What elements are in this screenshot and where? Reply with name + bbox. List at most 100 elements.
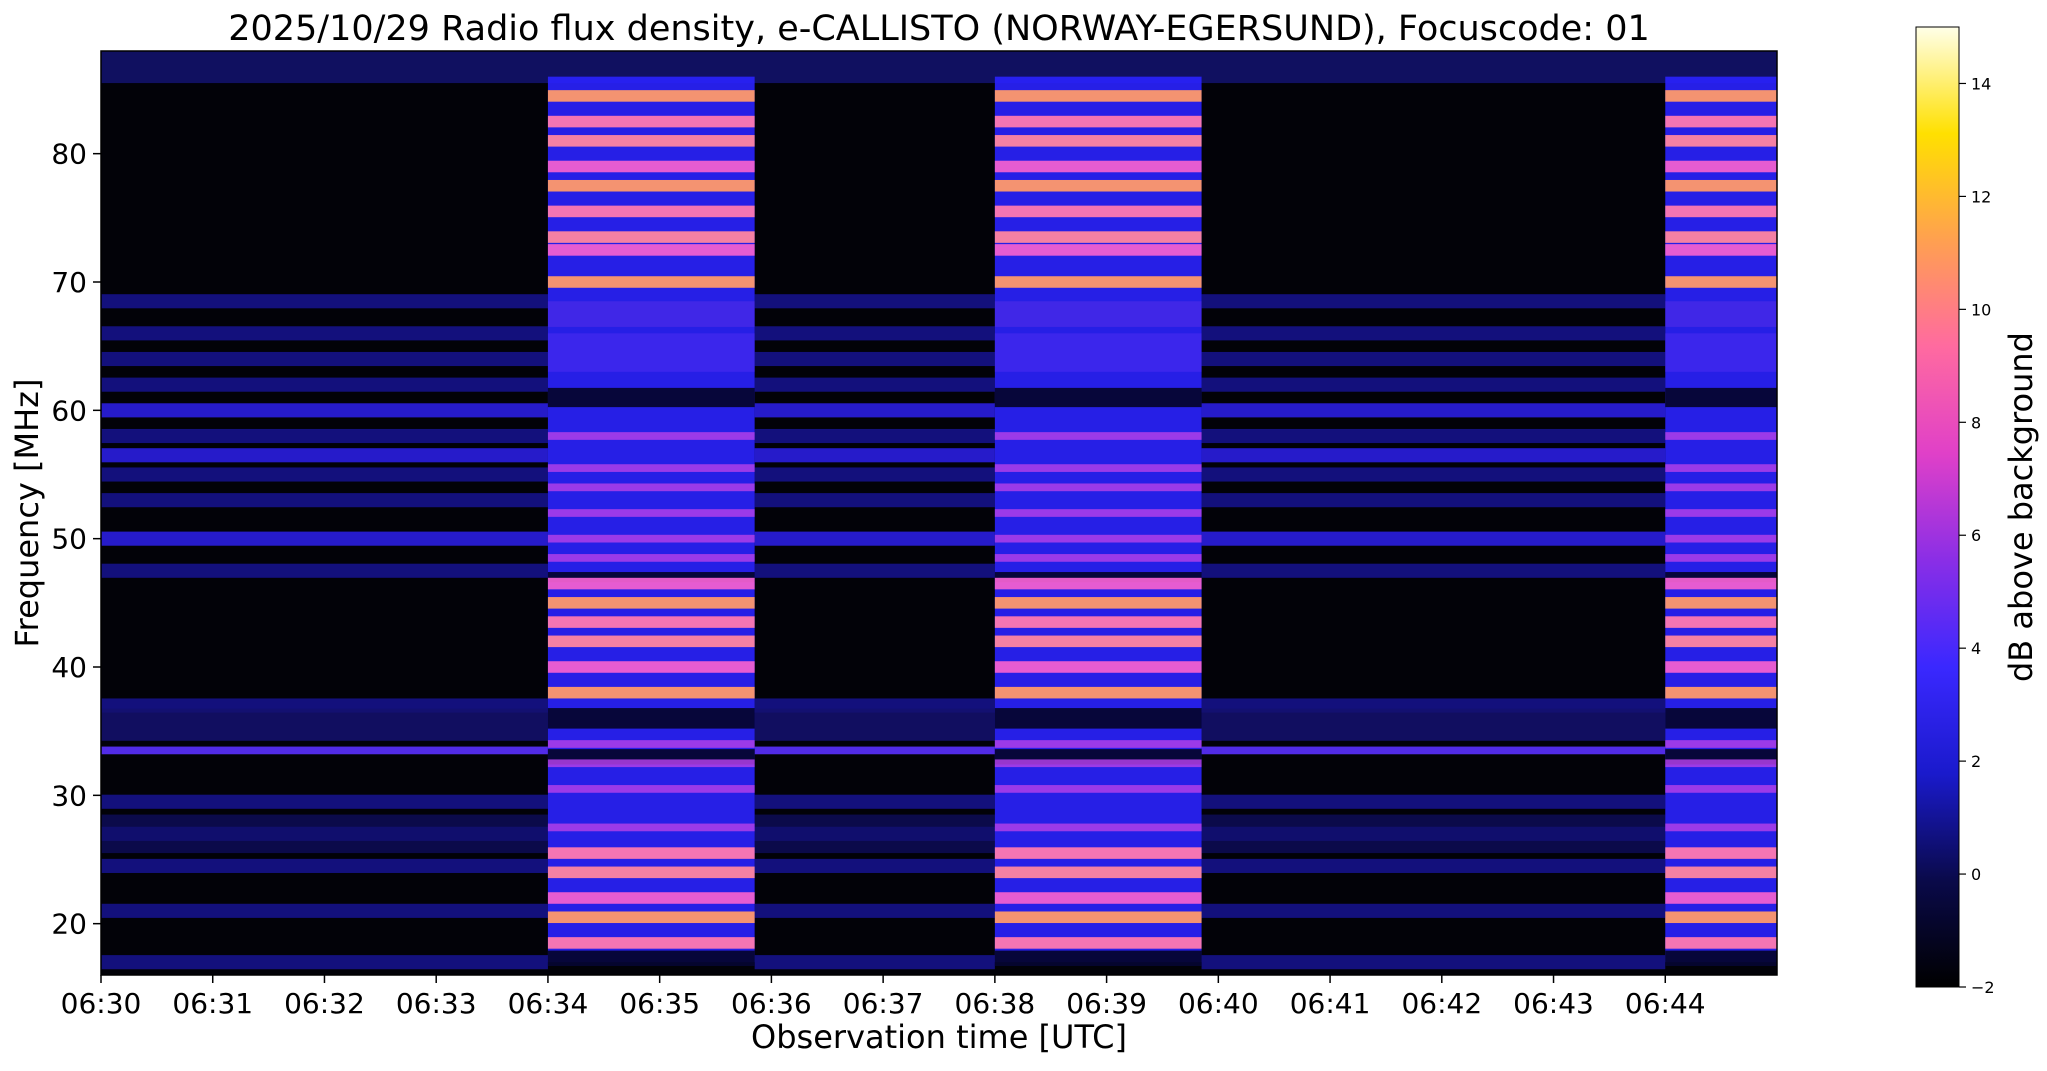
heatmap-band xyxy=(994,483,1202,492)
heatmap-band xyxy=(994,432,1202,440)
heatmap-band xyxy=(754,563,995,578)
heatmap-band xyxy=(994,892,1202,904)
heatmap-band xyxy=(1665,483,1777,492)
y-tick-label: 70 xyxy=(51,266,87,299)
colorbar-tick-label: −2 xyxy=(1971,978,1995,997)
heatmap-band xyxy=(994,950,1202,967)
x-tick-label: 06:34 xyxy=(508,987,589,1020)
heatmap-band xyxy=(754,377,995,392)
colorbar-tick-label: 10 xyxy=(1971,300,1991,319)
heatmap-band xyxy=(547,276,755,288)
heatmap-band xyxy=(1201,858,1666,873)
heatmap-band xyxy=(101,563,548,578)
heatmap-band xyxy=(547,115,755,128)
chart-title: 2025/10/29 Radio flux density, e-CALLIST… xyxy=(228,9,1650,49)
heatmap-band xyxy=(547,785,755,793)
heatmap-band xyxy=(547,483,755,492)
x-tick-label: 06:37 xyxy=(843,987,924,1020)
heatmap-band xyxy=(1665,333,1777,372)
heatmap-band xyxy=(1665,785,1777,793)
heatmap-band xyxy=(1665,937,1777,949)
heatmap-band xyxy=(994,847,1202,859)
x-tick-label: 06:32 xyxy=(284,987,365,1020)
heatmap-band xyxy=(1665,892,1777,904)
heatmap-band xyxy=(101,51,1777,84)
heatmap-band xyxy=(994,740,1202,748)
colorbar-tick-label: 4 xyxy=(1971,639,1981,658)
x-axis-label: Observation time [UTC] xyxy=(751,1018,1127,1056)
heatmap-band xyxy=(994,244,1202,256)
colorbar-tick-label: 8 xyxy=(1971,413,1981,432)
heatmap-band xyxy=(754,858,995,873)
heatmap-band xyxy=(547,160,755,173)
heatmap-band xyxy=(547,76,755,963)
y-tick-label: 40 xyxy=(51,651,87,684)
heatmap-band xyxy=(754,493,995,508)
heatmap-band xyxy=(1665,387,1777,408)
colorbar-label: dB above background xyxy=(2002,332,2040,682)
y-tick-label: 30 xyxy=(51,779,87,812)
x-tick-label: 06:33 xyxy=(396,987,477,1020)
heatmap-band xyxy=(101,403,548,418)
heatmap-band xyxy=(1665,231,1777,243)
heatmap-band xyxy=(547,554,755,562)
heatmap-band xyxy=(754,467,995,482)
heatmap-band xyxy=(1201,746,1666,755)
heatmap-band xyxy=(547,740,755,748)
heatmap-band xyxy=(547,90,755,102)
heatmap-band xyxy=(1665,115,1777,128)
heatmap-band xyxy=(101,493,548,508)
heatmap-band xyxy=(547,534,755,543)
heatmap-band xyxy=(547,635,755,648)
heatmap-band xyxy=(1665,686,1777,699)
heatmap-band xyxy=(1201,955,1666,970)
heatmap-band xyxy=(101,858,548,873)
x-tick-label: 06:38 xyxy=(955,987,1036,1020)
heatmap-band xyxy=(547,301,755,327)
heatmap-band xyxy=(754,955,995,970)
heatmap-band xyxy=(1665,759,1777,768)
heatmap-band xyxy=(754,708,995,741)
heatmap-band xyxy=(1665,432,1777,440)
heatmap-band xyxy=(1665,635,1777,648)
heatmap-band xyxy=(101,814,548,854)
heatmap-band xyxy=(994,708,1202,729)
heatmap-band xyxy=(754,326,995,341)
colorbar-axis: −2 0 2 4 6 8 10 12 14 xyxy=(1959,74,1995,997)
heatmap-band xyxy=(101,326,548,341)
heatmap-band xyxy=(1201,428,1666,444)
heatmap-band xyxy=(994,509,1202,517)
x-tick-label: 06:39 xyxy=(1066,987,1147,1020)
heatmap-band xyxy=(547,686,755,699)
heatmap-band xyxy=(994,616,1202,628)
heatmap-band xyxy=(547,205,755,218)
heatmap-band xyxy=(1201,467,1666,482)
y-axis-label: Frequency [MHz] xyxy=(8,379,46,648)
heatmap-band xyxy=(994,90,1202,102)
heatmap-band xyxy=(547,179,755,192)
x-tick-label: 06:43 xyxy=(1513,987,1594,1020)
heatmap-band xyxy=(101,903,548,918)
heatmap-band xyxy=(994,661,1202,673)
heatmap-band xyxy=(101,448,548,463)
y-axis: 20 30 40 50 60 70 80 xyxy=(51,138,101,941)
heatmap-band xyxy=(1665,76,1777,963)
heatmap-band xyxy=(1201,794,1666,809)
heatmap-band xyxy=(754,403,995,418)
heatmap-band xyxy=(547,244,755,256)
heatmap-band xyxy=(1201,531,1666,546)
heatmap-band xyxy=(101,467,548,482)
y-tick-label: 80 xyxy=(51,138,87,171)
heatmap-band xyxy=(547,333,755,372)
heatmap-band xyxy=(1665,572,1777,583)
heatmap-band xyxy=(547,911,755,924)
x-tick-label: 06:42 xyxy=(1401,987,1482,1020)
heatmap-band xyxy=(547,432,755,440)
heatmap-band xyxy=(1201,377,1666,392)
heatmap-band xyxy=(994,866,1202,879)
x-tick-label: 06:30 xyxy=(61,987,142,1020)
heatmap-band xyxy=(547,387,755,408)
heatmap-band xyxy=(1201,814,1666,854)
heatmap-band xyxy=(1201,351,1666,367)
heatmap-band xyxy=(547,464,755,472)
